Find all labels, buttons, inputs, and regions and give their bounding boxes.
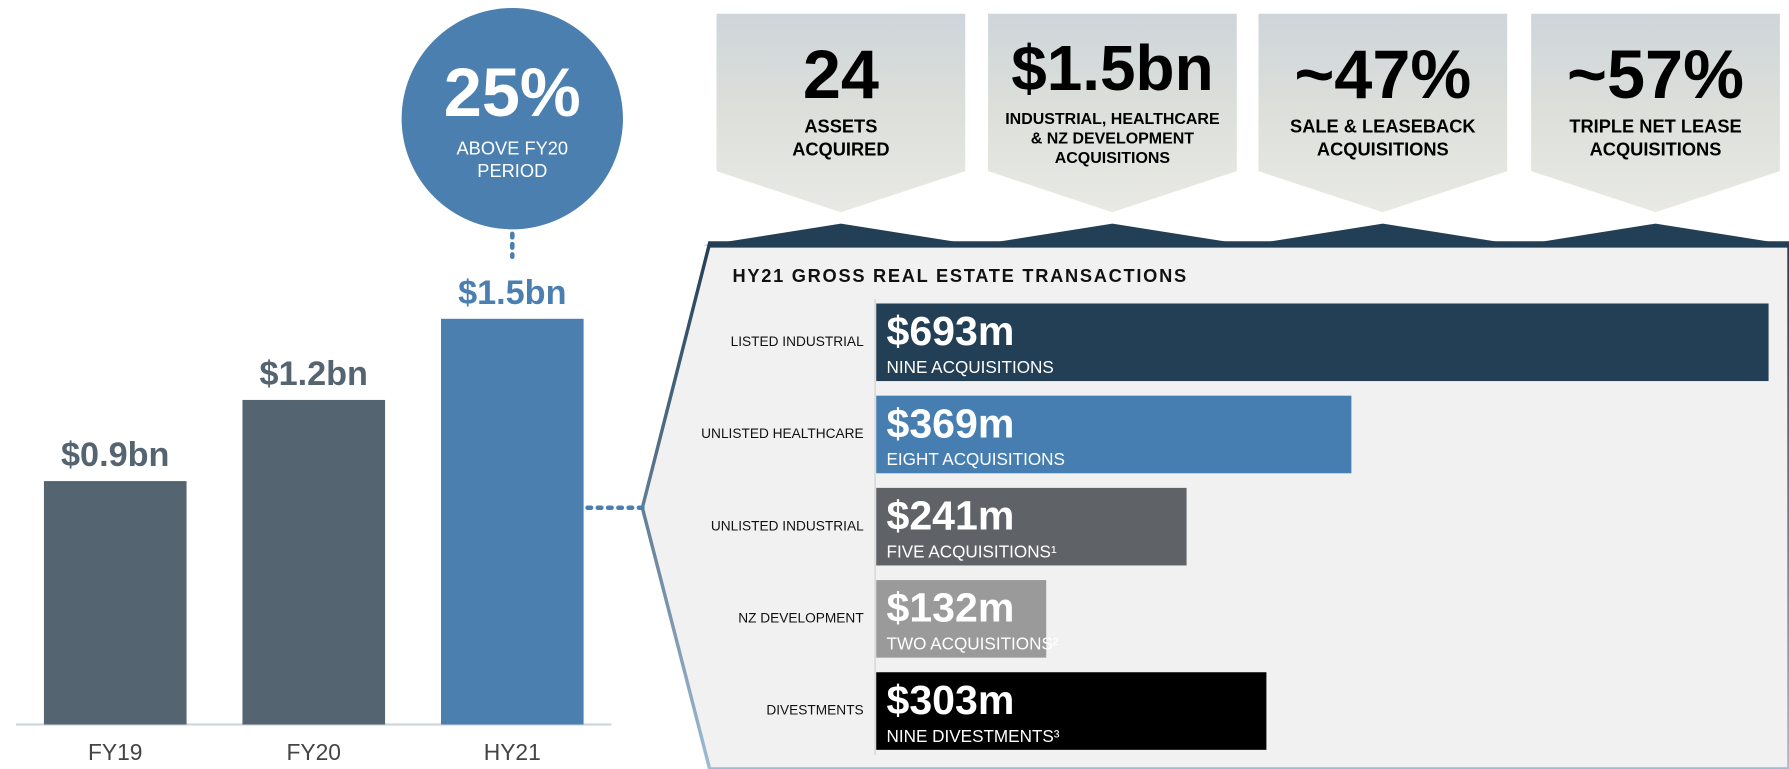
tile-notch xyxy=(1518,223,1789,246)
x-tick-label: FY20 xyxy=(287,739,341,765)
callout-circle xyxy=(401,7,623,230)
callout-text: PERIOD xyxy=(477,160,547,181)
tile-text: ASSETS xyxy=(804,116,877,137)
tile-text: ACQUIRED xyxy=(792,138,889,159)
tile-text: ACQUISITIONS xyxy=(1317,138,1449,159)
tile xyxy=(716,13,966,213)
tile-text: INDUSTRIAL, HEALTHCARE xyxy=(1005,111,1220,128)
bar xyxy=(876,580,1047,658)
tile-text: & NZ DEVELOPMENT xyxy=(1031,130,1194,147)
tile-headline: ~47% xyxy=(1294,36,1471,113)
category-label: UNLISTED HEALTHCARE xyxy=(701,426,864,441)
category-label: NZ DEVELOPMENT xyxy=(738,610,864,625)
value-label: $0.9bn xyxy=(61,436,169,474)
callout-text: ABOVE FY20 xyxy=(456,137,568,158)
value-label: $369m xyxy=(887,400,1015,446)
tile-text: SALE & LEASEBACK xyxy=(1290,116,1476,137)
tile xyxy=(988,13,1237,213)
bar xyxy=(43,481,187,725)
tile-notch xyxy=(1245,223,1520,246)
value-label: $303m xyxy=(887,677,1015,723)
value-label: $241m xyxy=(887,493,1015,539)
bar xyxy=(876,303,1769,382)
bar-sublabel: NINE ACQUISITIONS xyxy=(887,358,1054,377)
value-label: $1.5bn xyxy=(458,274,566,312)
category-label: UNLISTED INDUSTRIAL xyxy=(711,518,864,533)
tile xyxy=(1258,13,1508,213)
tile-headline: $1.5bn xyxy=(1011,32,1213,104)
tile-notch xyxy=(703,223,978,246)
x-tick-label: HY21 xyxy=(484,739,541,765)
tile-notch xyxy=(975,223,1250,246)
bar-sublabel: FIVE ACQUISITIONS¹ xyxy=(887,542,1057,561)
value-label: $693m xyxy=(887,308,1015,354)
bar-sublabel: NINE DIVESTMENTS³ xyxy=(887,727,1060,746)
bar-sublabel: TWO ACQUISITIONS² xyxy=(887,635,1059,654)
category-label: DIVESTMENTS xyxy=(766,703,863,718)
tile xyxy=(1531,13,1780,213)
tile-text: ACQUISITIONS xyxy=(1055,150,1171,167)
x-tick-label: FY19 xyxy=(88,739,143,765)
tile-text: ACQUISITIONS xyxy=(1590,138,1722,159)
category-label: LISTED INDUSTRIAL xyxy=(731,334,864,349)
bar-sublabel: EIGHT ACQUISITIONS xyxy=(887,450,1065,469)
bar xyxy=(876,672,1267,750)
panel-title: HY21 GROSS REAL ESTATE TRANSACTIONS xyxy=(732,265,1187,286)
value-label: $1.2bn xyxy=(260,355,368,393)
tile-text: TRIPLE NET LEASE xyxy=(1569,116,1741,137)
value-label: $132m xyxy=(887,585,1015,631)
bar xyxy=(876,395,1352,474)
tile-headline: 24 xyxy=(803,36,879,113)
bar xyxy=(440,318,584,725)
tile-headline: ~57% xyxy=(1567,36,1744,113)
bar xyxy=(242,399,386,725)
bar xyxy=(876,487,1187,566)
callout-headline: 25% xyxy=(444,54,581,131)
